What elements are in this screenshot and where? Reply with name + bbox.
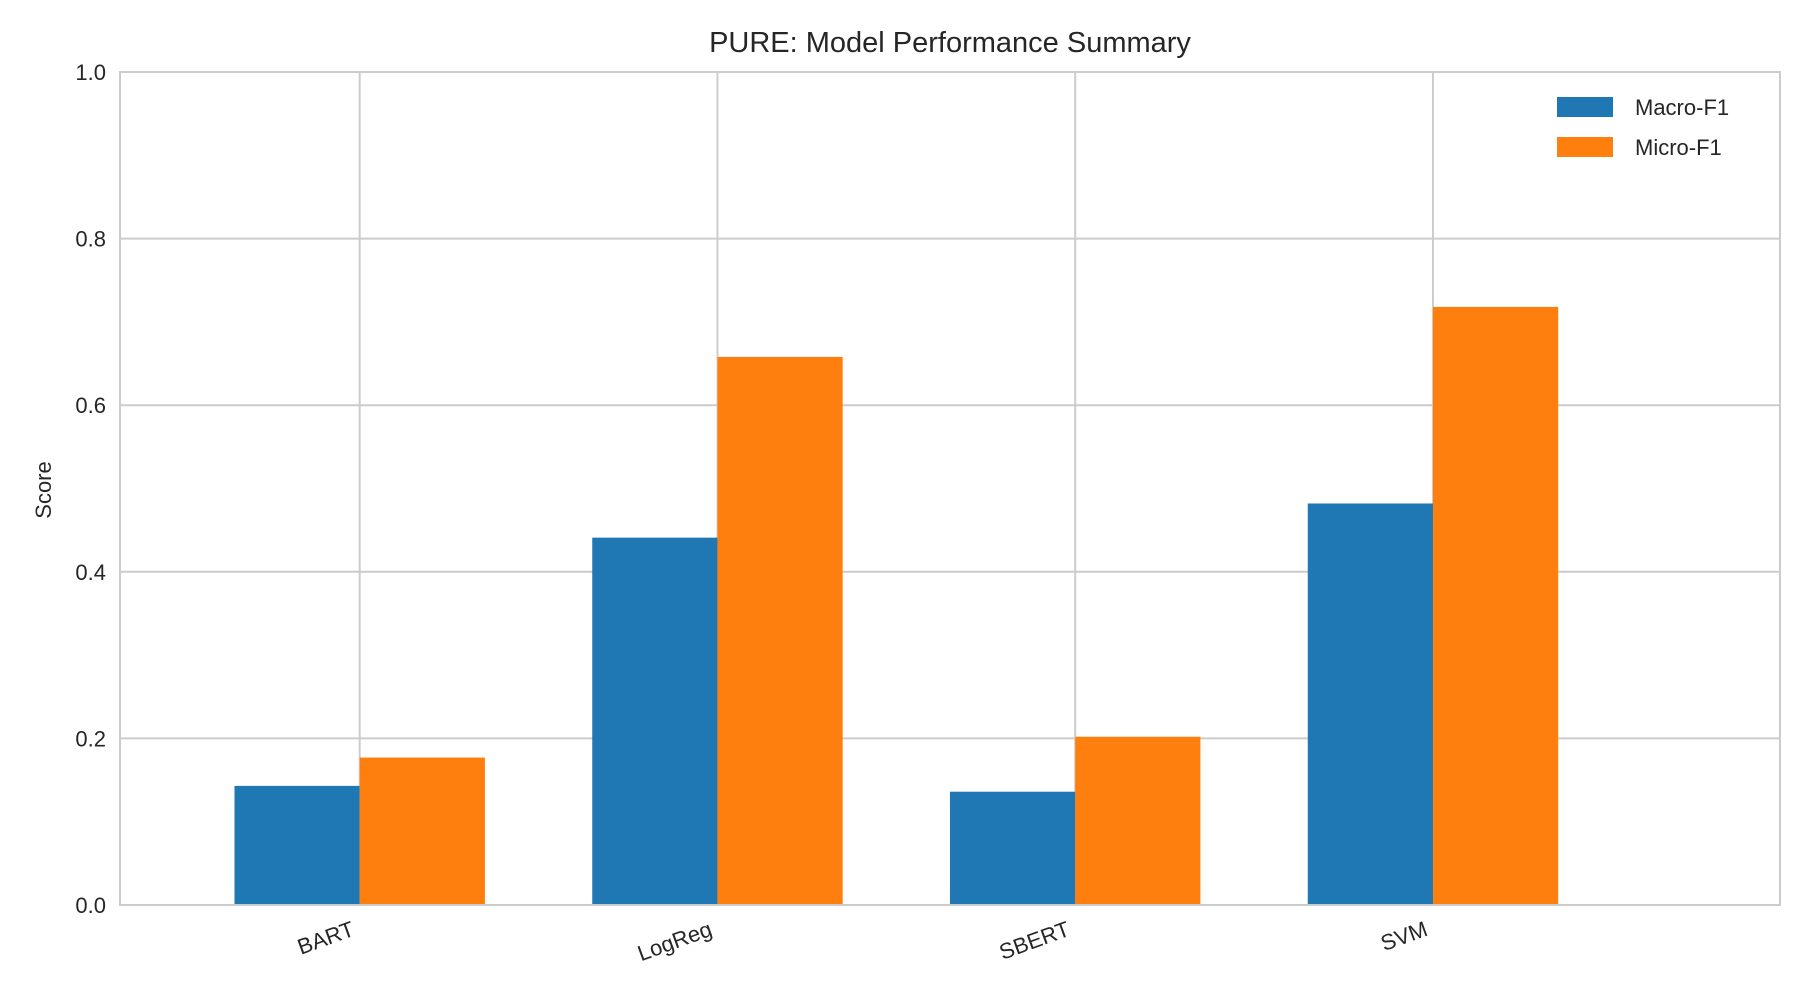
bar-micro-f1-svm (1432, 306, 1559, 905)
y-axis: 0.0 0.2 0.4 0.6 0.8 1.0 (75, 60, 106, 918)
y-tick-label: 0.0 (75, 893, 106, 918)
legend-swatch-micro-f1 (1557, 137, 1613, 157)
legend-label-micro-f1: Micro-F1 (1635, 135, 1722, 160)
y-tick-label: 1.0 (75, 60, 106, 85)
y-tick-label: 0.6 (75, 393, 106, 418)
legend-label-macro-f1: Macro-F1 (1635, 95, 1729, 120)
legend: Macro-F1 Micro-F1 (1557, 95, 1729, 160)
chart-title: PURE: Model Performance Summary (709, 27, 1191, 59)
bars (234, 306, 1559, 905)
bar-macro-f1-sbert (950, 791, 1076, 905)
bar-macro-f1-bart (234, 785, 360, 905)
legend-swatch-macro-f1 (1557, 97, 1613, 117)
bar-micro-f1-logreg (717, 356, 843, 905)
bar-macro-f1-svm (1307, 503, 1433, 905)
y-tick-label: 0.2 (75, 726, 106, 751)
y-tick-label: 0.8 (75, 227, 106, 252)
y-axis-label: Score (31, 461, 56, 518)
bar-macro-f1-logreg (592, 537, 718, 905)
bar-micro-f1-sbert (1075, 736, 1201, 905)
plot-frame (119, 71, 1781, 906)
bar-micro-f1-bart (359, 757, 485, 905)
y-tick-label: 0.4 (75, 560, 106, 585)
